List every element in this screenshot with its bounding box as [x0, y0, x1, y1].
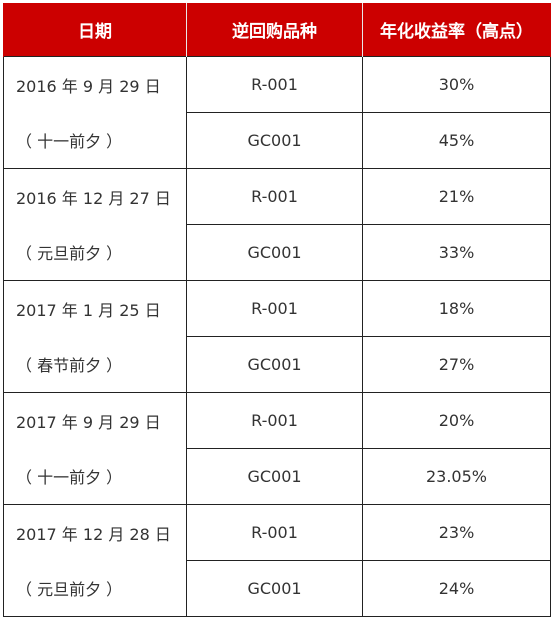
product-cell: R-001 — [186, 56, 363, 113]
product-cell: GC001 — [186, 448, 363, 505]
table-row: 2017 年 1 月 25 日 R-001 18% — [3, 280, 551, 337]
yield-cell: 33% — [362, 224, 551, 281]
yield-cell: 21% — [362, 168, 551, 225]
header-product: 逆回购品种 — [186, 3, 363, 57]
table-row: 2016 年 9 月 29 日 R-001 30% — [3, 56, 551, 113]
header-date: 日期 — [3, 3, 187, 57]
yield-cell: 24% — [362, 560, 551, 617]
table-header: 日期 逆回购品种 年化收益率（高点） — [3, 3, 551, 57]
date-cell: 2016 年 12 月 27 日 — [3, 168, 187, 225]
yield-cell: 27% — [362, 336, 551, 393]
header-row: 日期 逆回购品种 年化收益率（高点） — [3, 3, 551, 57]
product-cell: GC001 — [186, 336, 363, 393]
table-body: 2016 年 9 月 29 日 R-001 30% （ 十一前夕 ） GC001… — [3, 56, 551, 617]
table-row: 2017 年 12 月 28 日 R-001 23% — [3, 504, 551, 561]
reverse-repo-yield-table: 日期 逆回购品种 年化收益率（高点） 2016 年 9 月 29 日 R-001… — [3, 3, 551, 617]
date-note-cell: （ 十一前夕 ） — [3, 112, 187, 169]
table-row: （ 元旦前夕 ） GC001 24% — [3, 560, 551, 617]
product-cell: GC001 — [186, 224, 363, 281]
product-cell: R-001 — [186, 168, 363, 225]
yield-cell: 23% — [362, 504, 551, 561]
product-cell: R-001 — [186, 280, 363, 337]
product-cell: R-001 — [186, 504, 363, 561]
date-cell: 2017 年 1 月 25 日 — [3, 280, 187, 337]
product-cell: GC001 — [186, 560, 363, 617]
date-note-cell: （ 春节前夕 ） — [3, 336, 187, 393]
date-cell: 2017 年 9 月 29 日 — [3, 392, 187, 449]
header-yield: 年化收益率（高点） — [362, 3, 551, 57]
table-row: 2017 年 9 月 29 日 R-001 20% — [3, 392, 551, 449]
yield-cell: 45% — [362, 112, 551, 169]
product-cell: R-001 — [186, 392, 363, 449]
date-cell: 2016 年 9 月 29 日 — [3, 56, 187, 113]
table-row: （ 元旦前夕 ） GC001 33% — [3, 224, 551, 281]
date-note-cell: （ 元旦前夕 ） — [3, 560, 187, 617]
table-row: （ 春节前夕 ） GC001 27% — [3, 336, 551, 393]
yield-cell: 30% — [362, 56, 551, 113]
date-note-cell: （ 十一前夕 ） — [3, 448, 187, 505]
date-cell: 2017 年 12 月 28 日 — [3, 504, 187, 561]
table-row: 2016 年 12 月 27 日 R-001 21% — [3, 168, 551, 225]
table-row: （ 十一前夕 ） GC001 23.05% — [3, 448, 551, 505]
date-note-cell: （ 元旦前夕 ） — [3, 224, 187, 281]
yield-cell: 20% — [362, 392, 551, 449]
yield-cell: 23.05% — [362, 448, 551, 505]
yield-cell: 18% — [362, 280, 551, 337]
table-row: （ 十一前夕 ） GC001 45% — [3, 112, 551, 169]
product-cell: GC001 — [186, 112, 363, 169]
